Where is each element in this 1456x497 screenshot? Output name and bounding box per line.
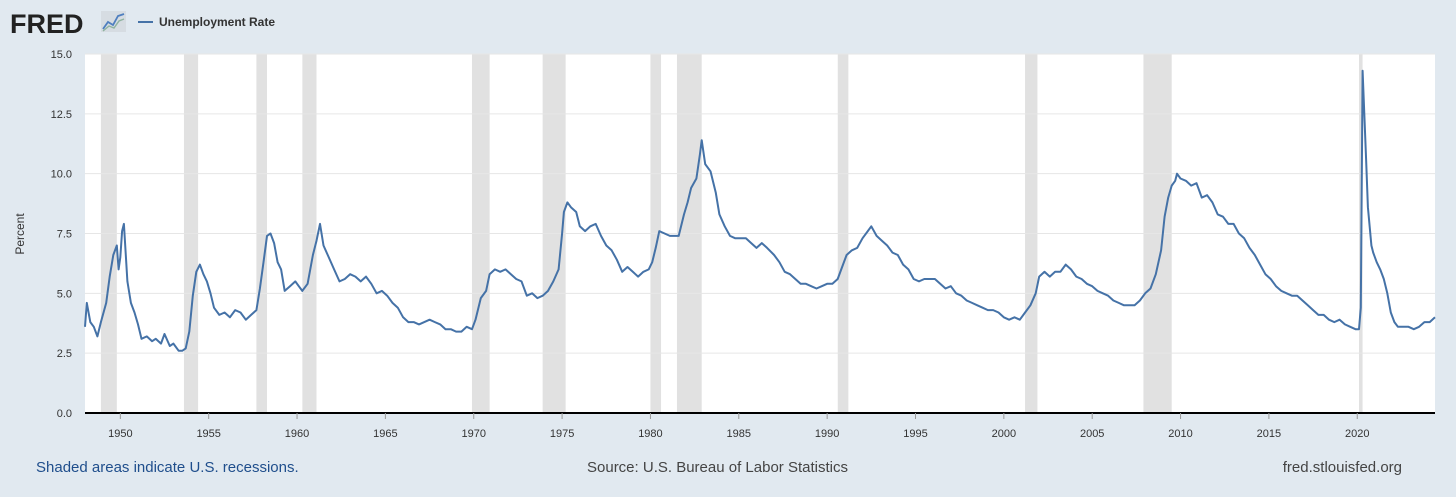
x-axis-ticks: 1950 1955 1960 1965 1970 1975 1980 1985 1990 1995… [108, 413, 1369, 440]
y-tick-label: 5.0 [57, 288, 72, 300]
x-tick-label: 1995 [903, 428, 927, 440]
y-axis-label: Percent [13, 213, 27, 255]
fred-logo[interactable]: FRED [10, 9, 126, 39]
x-tick-label: 1980 [638, 428, 662, 440]
x-tick-label: 2015 [1257, 428, 1281, 440]
grid-lines [85, 53, 1435, 354]
x-tick-label: 1965 [373, 428, 397, 440]
x-tick-label: 1950 [108, 428, 132, 440]
y-axis-ticks: 0.0 2.5 5.0 7.5 10.0 12.5 15.0 [51, 49, 72, 420]
y-tick-label: 0.0 [57, 408, 72, 420]
x-tick-label: 1985 [727, 428, 751, 440]
y-tick-label: 12.5 [51, 109, 72, 121]
x-tick-label: 2020 [1345, 428, 1369, 440]
x-tick-label: 1975 [550, 428, 574, 440]
legend-label: Unemployment Rate [159, 15, 275, 29]
fred-chart-icon [101, 11, 126, 32]
x-tick-label: 2005 [1080, 428, 1104, 440]
x-tick-label: 1990 [815, 428, 839, 440]
x-tick-label: 1970 [462, 428, 486, 440]
series-line-unemployment-rate [84, 69, 1436, 352]
y-tick-label: 2.5 [57, 348, 72, 360]
y-tick-label: 15.0 [51, 49, 72, 61]
recession-note: Shaded areas indicate U.S. recessions. [36, 459, 299, 476]
x-tick-label: 2010 [1168, 428, 1192, 440]
y-tick-label: 10.0 [51, 169, 72, 181]
site-link[interactable]: fred.stlouisfed.org [1282, 459, 1402, 476]
x-tick-label: 1960 [285, 428, 309, 440]
legend: Unemployment Rate [138, 15, 275, 29]
y-tick-label: 7.5 [57, 229, 72, 241]
x-tick-label: 1955 [196, 428, 220, 440]
x-tick-label: 2000 [992, 428, 1016, 440]
fred-logo-text: FRED [10, 9, 84, 39]
source-note: Source: U.S. Bureau of Labor Statistics [587, 459, 848, 476]
